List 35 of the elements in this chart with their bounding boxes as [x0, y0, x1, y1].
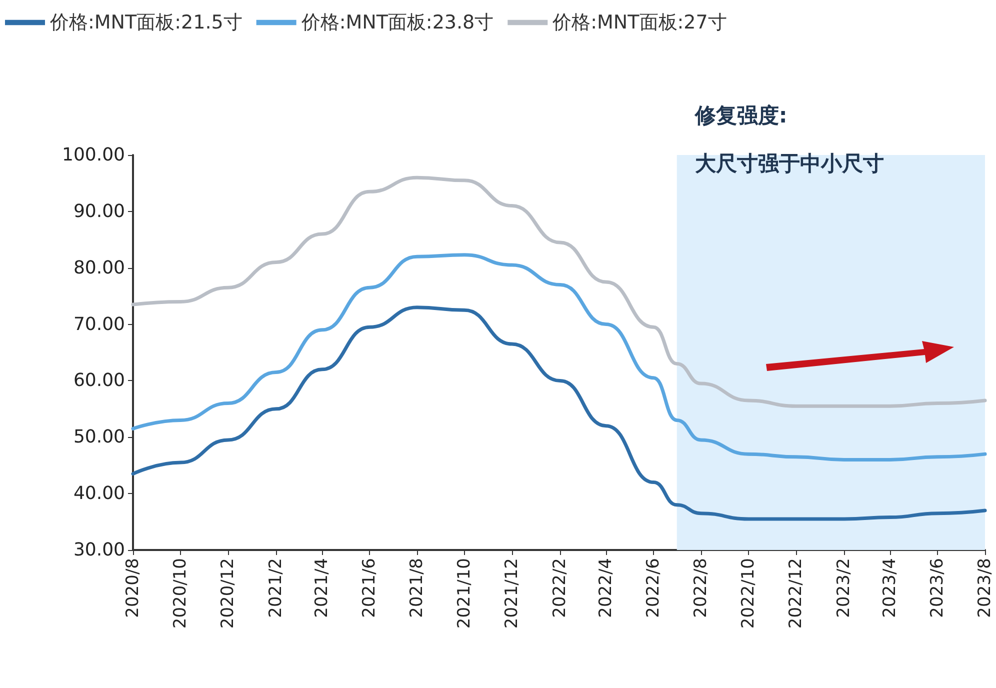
x-tick-label: 2022/10: [738, 558, 758, 629]
y-tick-label: 80.00: [73, 257, 125, 278]
x-tick-label: 2022/12: [786, 558, 806, 629]
x-tick-label: 2022/4: [596, 558, 616, 618]
legend-label: 价格:MNT面板:27寸: [552, 12, 727, 34]
x-tick-label: 2023/8: [975, 558, 995, 618]
x-tick-label: 2023/6: [928, 558, 948, 618]
x-tick-label: 2023/4: [880, 558, 900, 618]
line-series: [131, 253, 987, 462]
x-tick-label: 2022/6: [644, 558, 664, 618]
x-tick-label: 2021/10: [454, 558, 474, 629]
line-series: [131, 306, 987, 521]
x-tick-label: 2021/2: [266, 558, 286, 618]
annotation: 大尺寸强于中小尺寸: [694, 152, 884, 176]
y-tick-label: 40.00: [73, 483, 125, 504]
line-series: [131, 176, 987, 408]
text: 修复强度:: [694, 104, 788, 128]
x-tick-label: 2022/2: [550, 558, 570, 618]
y-tick-label: 60.00: [73, 370, 125, 392]
y-tick-label: 50.00: [73, 426, 125, 448]
y-tick-label: 70.00: [73, 314, 125, 335]
y-tick-label: 100.00: [62, 144, 125, 166]
legend-label: 价格:MNT面板:23.8寸: [300, 12, 494, 34]
x-tick-label: 2021/8: [407, 558, 427, 618]
x-tick-label: 2020/8: [123, 558, 143, 618]
y-tick-label: 90.00: [73, 200, 125, 222]
legend-label: 价格:MNT面板:21.5寸: [49, 12, 242, 34]
x-tick-label: 2020/10: [170, 558, 190, 629]
x-tick-label: 2023/2: [834, 558, 854, 618]
x-tick-label: 2021/6: [360, 558, 380, 618]
y-tick-label: 30.00: [73, 540, 125, 560]
x-tick-label: 2021/4: [312, 558, 332, 618]
x-tick-label: 2020/12: [218, 558, 238, 629]
x-tick-label: 2022/8: [691, 558, 711, 618]
x-tick-label: 2021/12: [502, 558, 522, 629]
